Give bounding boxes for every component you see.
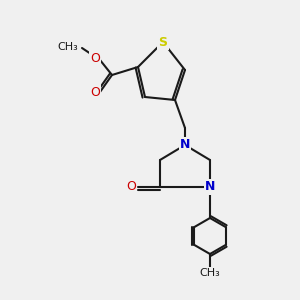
Text: O: O — [126, 181, 136, 194]
Text: O: O — [90, 52, 100, 64]
Text: S: S — [158, 35, 167, 49]
Text: N: N — [180, 139, 190, 152]
Text: N: N — [205, 181, 215, 194]
Text: O: O — [90, 85, 100, 98]
Text: CH₃: CH₃ — [200, 268, 220, 278]
Text: CH₃: CH₃ — [57, 42, 78, 52]
